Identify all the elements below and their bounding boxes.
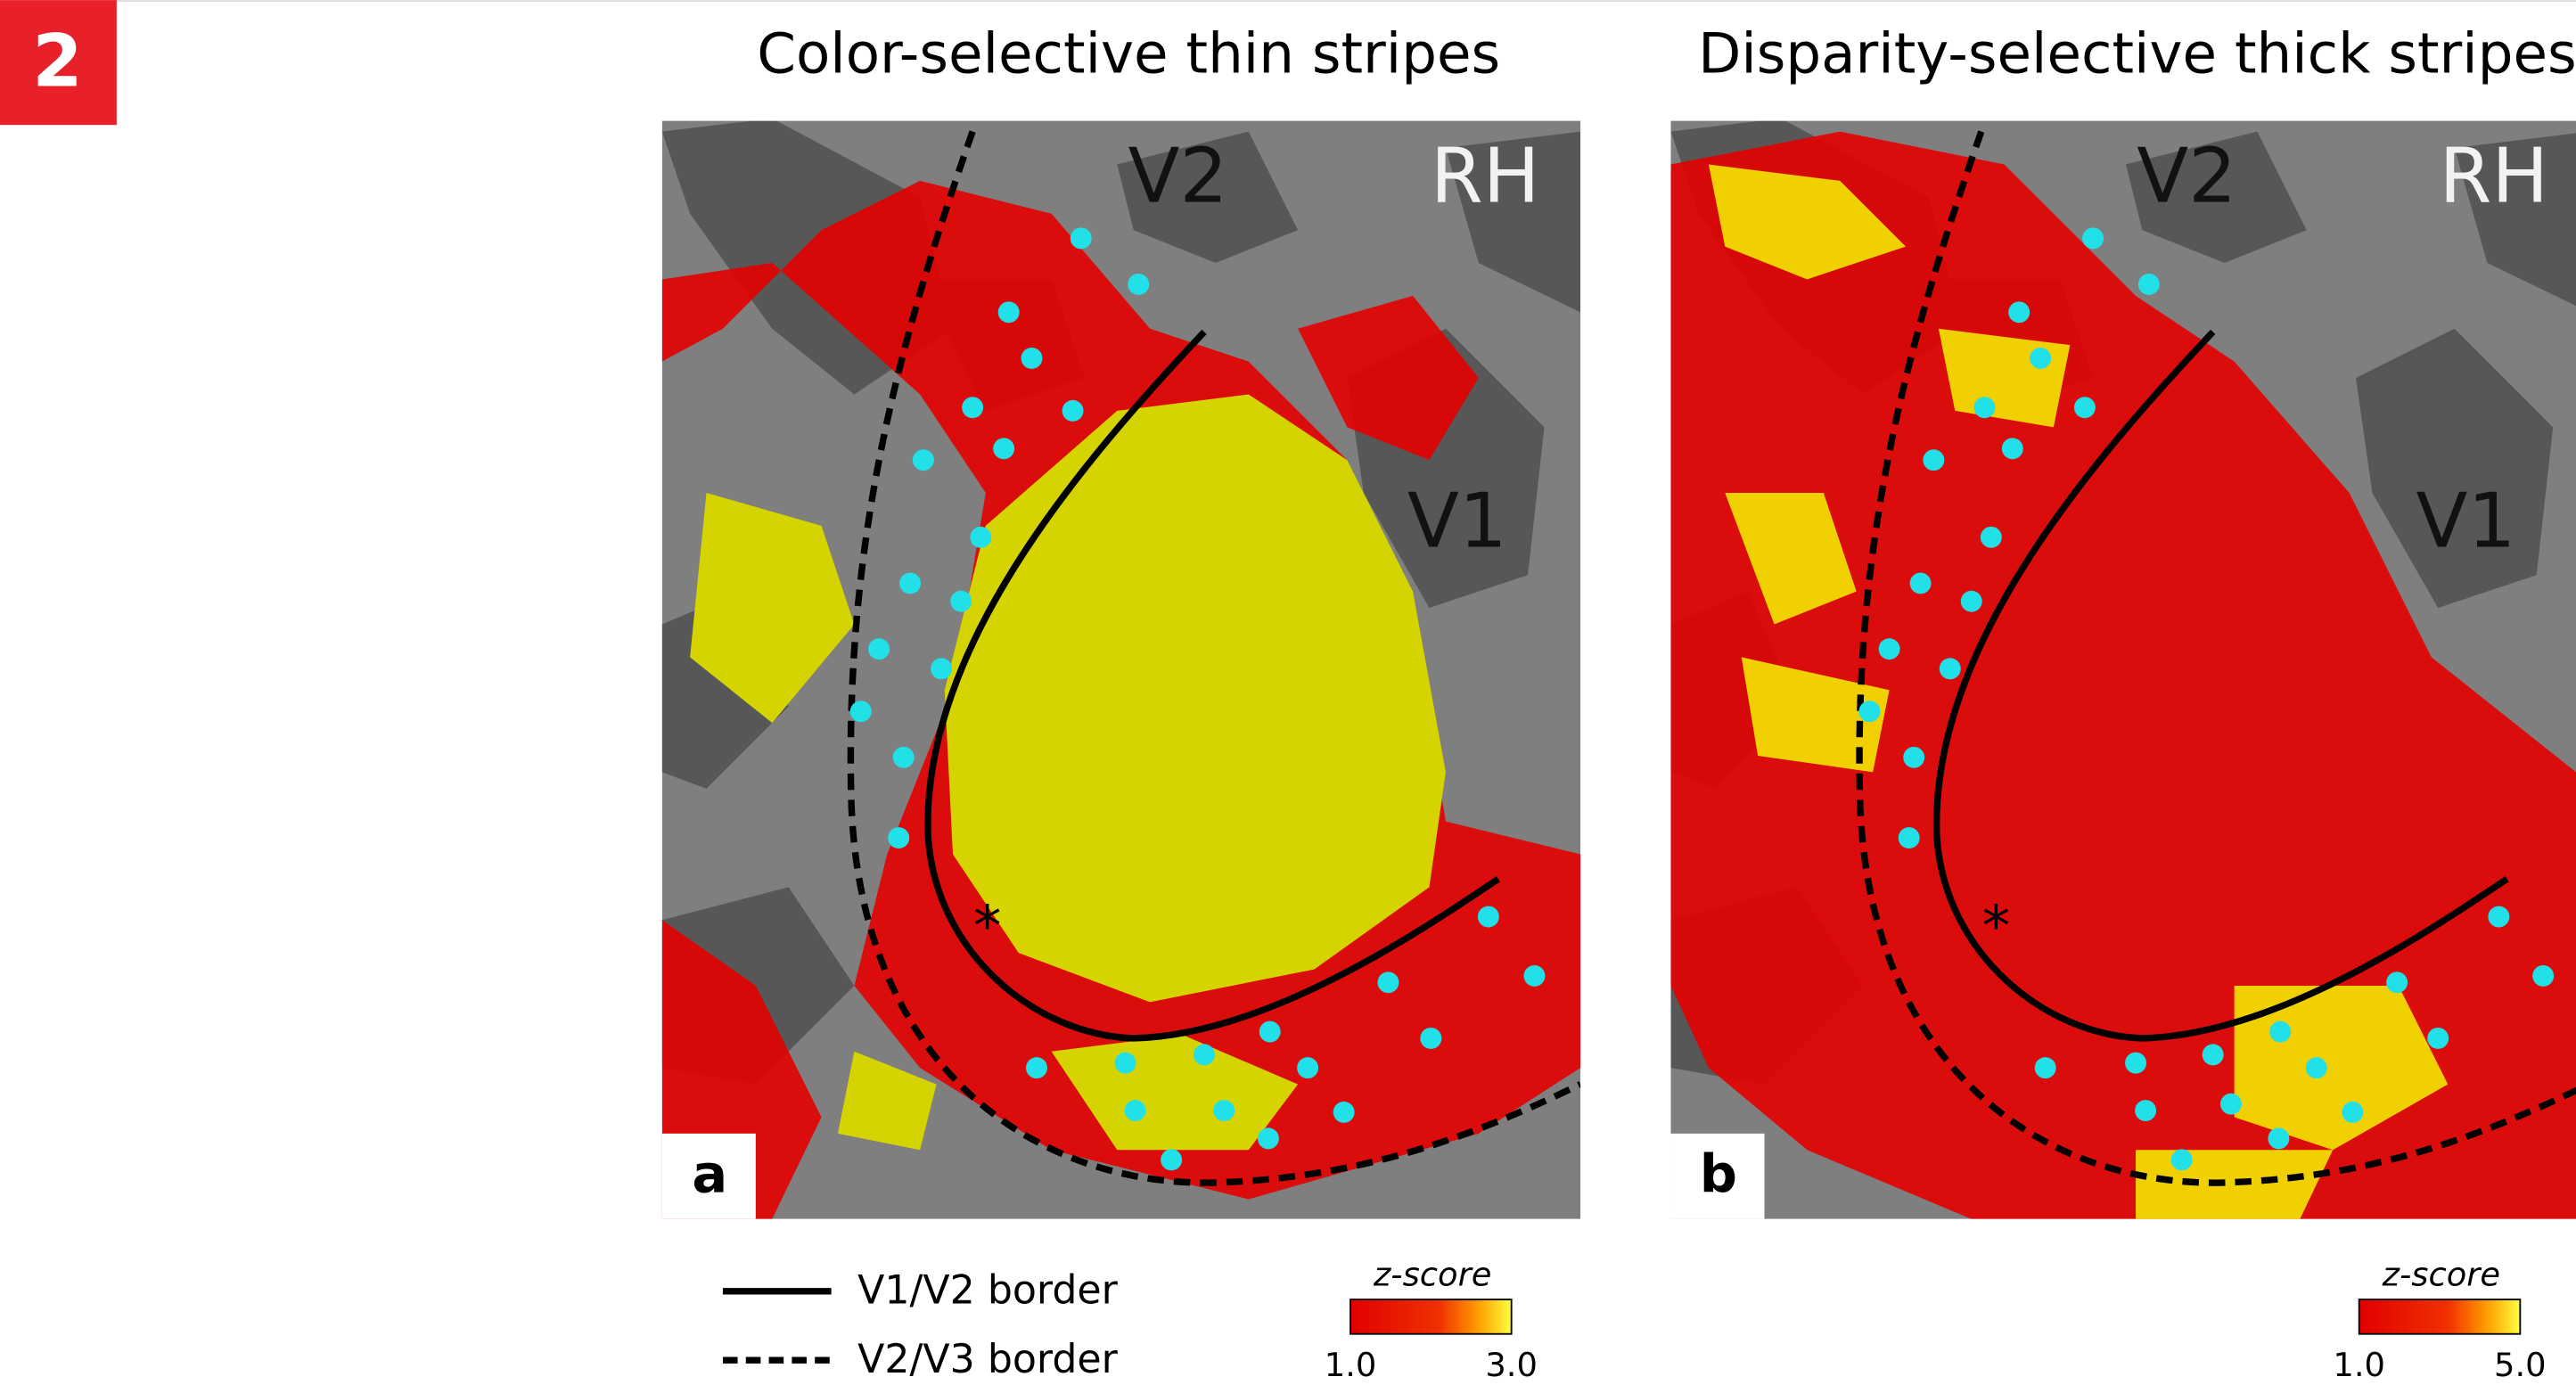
stripe-dot (1333, 1102, 1355, 1123)
activation-yellow (2136, 1150, 2333, 1218)
stripe-dot (1879, 638, 1900, 660)
stripe-dot (1026, 1057, 1047, 1078)
hemisphere-label: RH (1431, 131, 1540, 219)
stripe-dot (1923, 449, 1944, 471)
stripe-dot (1259, 1021, 1281, 1043)
stripe-dot (962, 397, 983, 418)
panel (662, 119, 1580, 1219)
stripe-dot (899, 572, 921, 594)
stripe-dot (950, 591, 972, 612)
stripe-dot (1858, 701, 1880, 722)
stripe-dot (970, 527, 991, 548)
stripe-dot (2030, 348, 2051, 369)
stripe-dot (1940, 658, 1961, 679)
marker: * (973, 893, 1001, 958)
stripe-dot (1128, 274, 1149, 295)
v2-label: V2 (1128, 131, 1228, 219)
stripe-dot (1523, 965, 1545, 987)
stripe-dot (1115, 1053, 1136, 1074)
panel-letter: b (1700, 1143, 1737, 1205)
v2-label: V2 (2137, 131, 2236, 219)
colorbar (2359, 1299, 2521, 1334)
colorbar-max: 3.0 (1485, 1346, 1538, 1384)
stripe-dot (2074, 397, 2096, 418)
stripe-dot (2135, 1100, 2156, 1121)
colorbar-title: z-score (2382, 1256, 2501, 1294)
colorbar-title: z-score (1373, 1256, 1492, 1294)
stripe-dot (1910, 572, 1932, 594)
marker: * (1982, 893, 2010, 958)
stripe-dot (850, 701, 872, 722)
colorbar-max: 5.0 (2494, 1346, 2547, 1384)
stripe-dot (1903, 747, 1924, 768)
stripe-dot (2220, 1094, 2242, 1115)
stripe-dot (2306, 1057, 2327, 1078)
stripe-dot (1420, 1028, 1441, 1049)
panel-title: Color-selective thin stripes (757, 21, 1500, 86)
stripe-dot (1973, 397, 1995, 418)
stripe-dot (1478, 906, 1499, 928)
stripe-dot (1377, 971, 1399, 993)
stripe-dot (998, 301, 1020, 323)
stripe-dot (1071, 227, 1092, 249)
stripe-dot (893, 747, 915, 768)
stripe-dot (913, 449, 934, 471)
stripe-dot (1961, 591, 1982, 612)
hemisphere-label: RH (2440, 131, 2549, 219)
stripe-dot (2171, 1149, 2193, 1170)
stripe-dot (931, 658, 952, 679)
stripe-dot (2488, 906, 2509, 928)
colorbar-min: 1.0 (2333, 1346, 2385, 1384)
stripe-dot (1125, 1100, 1146, 1121)
stripe-dot (2035, 1057, 2056, 1078)
panel-title: Disparity-selective thick stripes (1698, 21, 2576, 86)
stripe-dot (1258, 1127, 1279, 1149)
stripe-dot (1161, 1149, 1182, 1170)
stripe-dot (993, 438, 1014, 459)
page: {"badge": "2", "panels": [ {"letter": "a… (0, 0, 2576, 1385)
stripe-dot (2269, 1021, 2291, 1043)
panels: a Color-selective thin stripes V2 RH V1 * z-sc… (662, 21, 2576, 1384)
panel-letter: a (692, 1143, 727, 1205)
panel (1670, 119, 2576, 1219)
stripe-dot (2268, 1127, 2289, 1149)
figure: 2 a Color-selective thin stripes V2 RH V1 * z-… (0, 0, 2576, 1385)
stripe-dot (1194, 1044, 1215, 1065)
stripe-dot (1981, 527, 2002, 548)
stripe-dot (2386, 971, 2408, 993)
stripe-dot (2082, 227, 2104, 249)
stripe-dot (2008, 301, 2030, 323)
stripe-dot (2203, 1044, 2224, 1065)
stripe-dot (1021, 348, 1042, 369)
stripe-dot (2532, 965, 2554, 987)
legend-dashed: V2/V3 border (857, 1337, 1119, 1382)
stripe-dot (888, 827, 909, 848)
v1-label: V1 (2416, 476, 2516, 564)
legend-solid: V1/V2 border (857, 1268, 1119, 1314)
stripe-dot (2427, 1028, 2449, 1049)
stripe-dot (2138, 274, 2160, 295)
colorbar-min: 1.0 (1325, 1346, 1377, 1384)
stripe-dot (2342, 1102, 2363, 1123)
stripe-dot (2002, 438, 2023, 459)
stripe-dot (1213, 1100, 1235, 1121)
stripe-dot (868, 638, 890, 660)
badge: 2 (32, 20, 82, 103)
v1-label: V1 (1407, 476, 1507, 564)
stripe-dot (2125, 1053, 2146, 1074)
stripe-dot (1062, 400, 1084, 422)
stripe-dot (1899, 827, 1920, 848)
colorbar (1350, 1299, 1512, 1334)
stripe-dot (1297, 1057, 1318, 1078)
